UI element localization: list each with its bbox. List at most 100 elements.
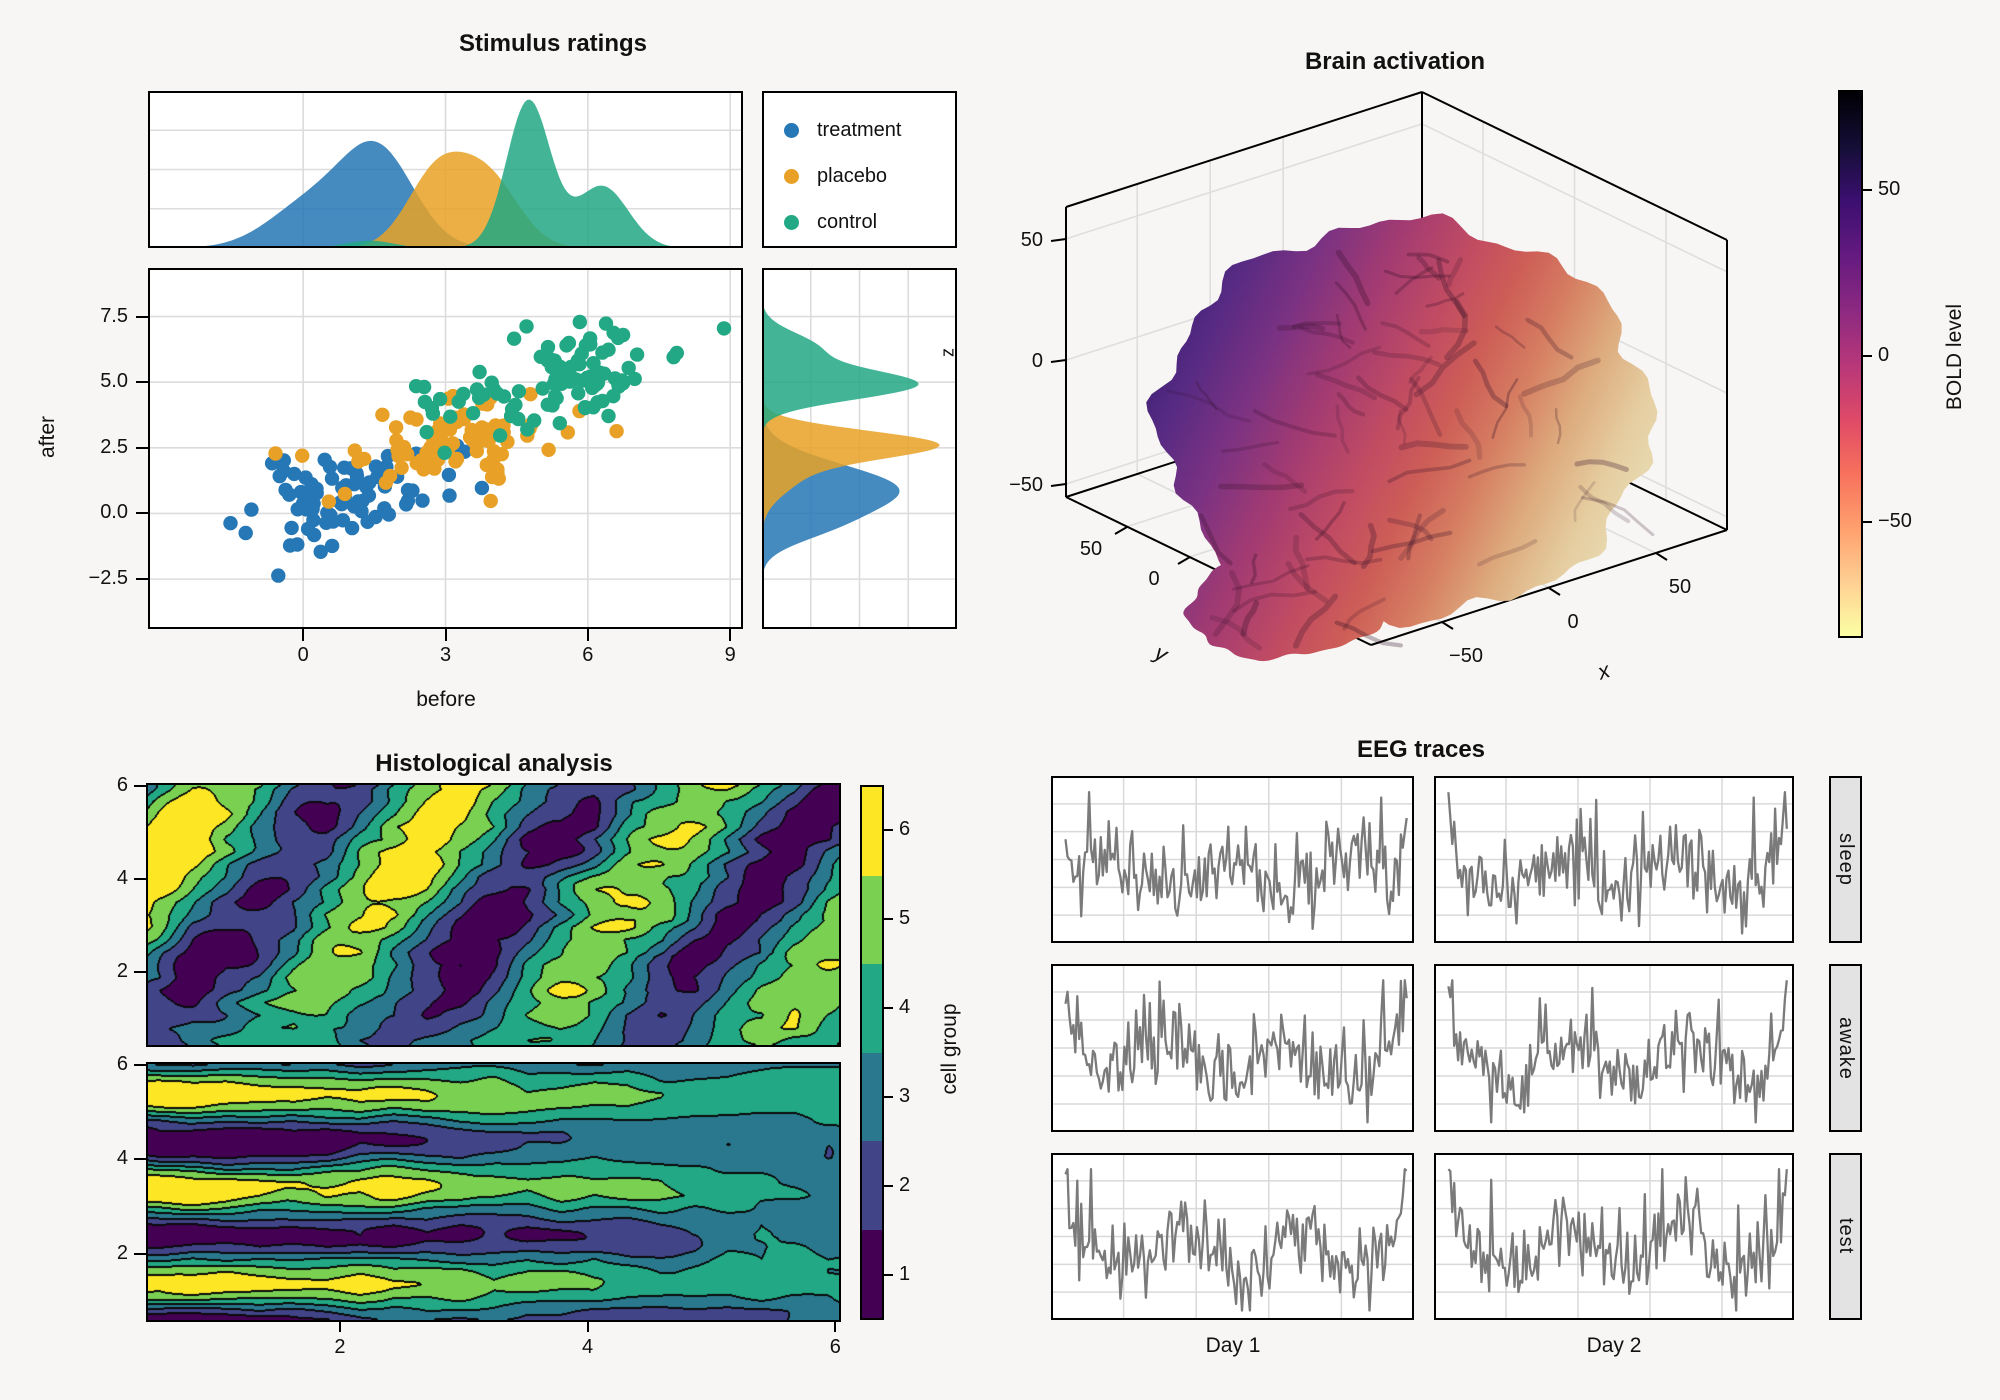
scatter-point-treatment bbox=[324, 471, 340, 486]
sulcus-line bbox=[1305, 555, 1383, 565]
scatter-point-treatment bbox=[290, 537, 305, 552]
marginal-z-label: z bbox=[937, 348, 958, 357]
scatter-point-control bbox=[595, 345, 610, 360]
sulcus-line bbox=[1356, 375, 1409, 412]
cellbar-tick-dash bbox=[884, 1096, 893, 1099]
scatter-point-control bbox=[606, 389, 621, 404]
scatter-point-placebo bbox=[483, 493, 498, 509]
sulcus-line bbox=[1314, 372, 1377, 401]
y-tick-dash bbox=[136, 512, 148, 515]
scatter-point-control bbox=[490, 386, 505, 401]
axis-edge bbox=[1065, 91, 1423, 208]
scatter-point-control bbox=[716, 321, 732, 336]
scatter-point-control bbox=[546, 376, 562, 391]
sulcus-line bbox=[1240, 600, 1260, 637]
sulcus-line bbox=[1252, 409, 1337, 438]
eeg-trace-awake-0 bbox=[1064, 979, 1408, 1124]
sulcus-line bbox=[1581, 496, 1655, 537]
sulcus-line bbox=[1195, 381, 1218, 411]
scatter-point-placebo bbox=[427, 456, 442, 471]
scatter-point-placebo bbox=[337, 486, 353, 502]
scatter-point-treatment bbox=[381, 507, 396, 522]
colorbar-tick-dash bbox=[1863, 520, 1872, 523]
legend-item-control: control bbox=[784, 199, 955, 245]
eeg-panel-sleep-day2 bbox=[1434, 776, 1794, 943]
sulcus-line bbox=[1436, 257, 1467, 319]
eeg-panel-sleep-day1 bbox=[1051, 776, 1414, 943]
cellgroup-band-5 bbox=[862, 875, 882, 964]
sulcus-line bbox=[1232, 589, 1318, 613]
scatter-point-treatment bbox=[290, 502, 305, 517]
legend-item-placebo: placebo bbox=[784, 153, 955, 199]
scatter-point-control bbox=[627, 371, 642, 387]
sulcus-line bbox=[1409, 376, 1443, 437]
bold-colorbar-label: BOLD level bbox=[1943, 303, 1966, 411]
sulcus-line bbox=[1334, 620, 1403, 648]
hist-y-tick-label: 2 bbox=[116, 1241, 128, 1264]
scatter-point-control bbox=[547, 353, 562, 368]
eeg-title: EEG traces bbox=[1356, 736, 1486, 763]
scatter-point-placebo bbox=[445, 436, 461, 451]
scatter-point-placebo bbox=[378, 475, 394, 490]
sulcus-line bbox=[1276, 323, 1326, 332]
scatter-point-control bbox=[437, 445, 452, 460]
sulcus-line bbox=[1231, 564, 1310, 591]
y-tick-label: 7.5 bbox=[100, 304, 128, 327]
tick-label: 0 bbox=[1567, 611, 1578, 633]
scatter-point-control bbox=[621, 360, 636, 376]
sulcus-line bbox=[1218, 482, 1305, 491]
tick-label: 50 bbox=[1669, 576, 1691, 598]
x-tick-dash bbox=[444, 629, 447, 641]
scatter-point-placebo bbox=[433, 416, 448, 431]
sulcus-line bbox=[1166, 389, 1252, 423]
sulcus-line bbox=[1334, 281, 1367, 331]
facet-strip-awake: awake bbox=[1829, 964, 1862, 1132]
scatter-point-control bbox=[417, 394, 433, 410]
scatter-point-control bbox=[456, 386, 471, 402]
facet-strip-test: test bbox=[1829, 1153, 1862, 1320]
sulcus-line bbox=[1380, 321, 1431, 348]
scatter-point-control bbox=[669, 345, 684, 361]
tick-label: −50 bbox=[1009, 474, 1043, 496]
bold-colorbar bbox=[1838, 90, 1863, 638]
hist-y-tick-label: 2 bbox=[116, 959, 128, 982]
y-tick-dash bbox=[136, 446, 148, 449]
stimulus-title: Stimulus ratings bbox=[458, 30, 648, 57]
scatter-point-control bbox=[595, 393, 610, 409]
x-tick-label: 0 bbox=[297, 644, 309, 666]
sulcus-line bbox=[1554, 407, 1562, 445]
eeg-trace-awake-1 bbox=[1447, 979, 1788, 1124]
x-tick-label: 3 bbox=[439, 644, 452, 666]
hist-y-tick-dash bbox=[134, 1063, 146, 1066]
facet-strip-sleep: sleep bbox=[1829, 776, 1862, 943]
scatter-point-control bbox=[535, 381, 550, 396]
x-tick-dash bbox=[729, 629, 732, 641]
cellgroup-band-6 bbox=[862, 787, 882, 876]
sulcus-line bbox=[1342, 597, 1386, 631]
sulcus-line bbox=[1467, 463, 1526, 479]
cellgroup-band-2 bbox=[862, 1141, 882, 1230]
sulcus-line bbox=[1444, 299, 1469, 361]
colorbar-tick-label: 0 bbox=[1878, 343, 1890, 366]
sulcus-line bbox=[1335, 404, 1350, 454]
scatter-point-control bbox=[443, 409, 458, 424]
eeg-trace-sleep-1 bbox=[1447, 791, 1788, 935]
control-dot-icon bbox=[784, 214, 799, 230]
sulcus-line bbox=[1212, 569, 1243, 637]
cellbar-tick-dash bbox=[884, 917, 893, 920]
hist-y-tick-label: 6 bbox=[116, 773, 128, 796]
stimulus-marginal-right-plot bbox=[762, 268, 957, 629]
scatter-point-treatment bbox=[474, 480, 490, 496]
sulcus-line bbox=[1406, 252, 1450, 264]
scatter-point-treatment bbox=[335, 513, 351, 528]
scatter-point-placebo bbox=[394, 460, 409, 475]
scatter-point-treatment bbox=[282, 487, 297, 502]
scatter-point-treatment bbox=[306, 496, 321, 511]
scatter-point-placebo bbox=[347, 443, 362, 458]
cellbar-tick-dash bbox=[884, 1006, 893, 1009]
sulcus-line bbox=[1413, 340, 1477, 398]
sulcus-line bbox=[1336, 392, 1366, 417]
sulcus-line bbox=[1398, 440, 1469, 451]
marginal-density-control bbox=[762, 268, 919, 629]
scatter-point-treatment bbox=[272, 468, 287, 484]
